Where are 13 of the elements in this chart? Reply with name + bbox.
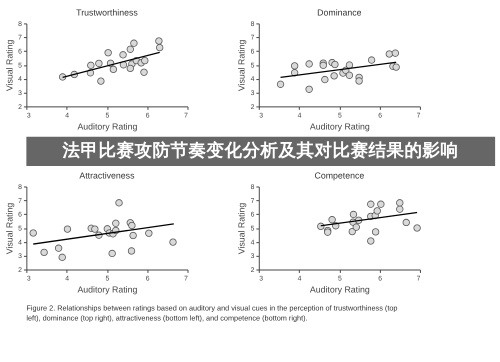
x-axis-title: Auditory Rating: [310, 121, 370, 132]
x-axis-title: Auditory Rating: [77, 121, 138, 132]
chart-title: Attractiveness: [79, 170, 136, 181]
y-axis-title: Visual Rating: [236, 202, 247, 254]
x-axis-title: Auditory Rating: [310, 284, 370, 294]
y-axis-title: Visual Rating: [236, 40, 247, 92]
chart-title: Competence: [314, 170, 364, 181]
x-axis-title: Auditory Rating: [77, 284, 138, 294]
text: 法甲比赛攻防节奏变化分析及其对比赛结果的影响: [62, 140, 459, 162]
y-axis-title: Visual Rating: [4, 40, 14, 92]
chart-title: Trustworthiness: [76, 8, 138, 18]
y-axis-title: Visual Rating: [4, 202, 14, 254]
chart-title: Dominance: [317, 8, 362, 18]
